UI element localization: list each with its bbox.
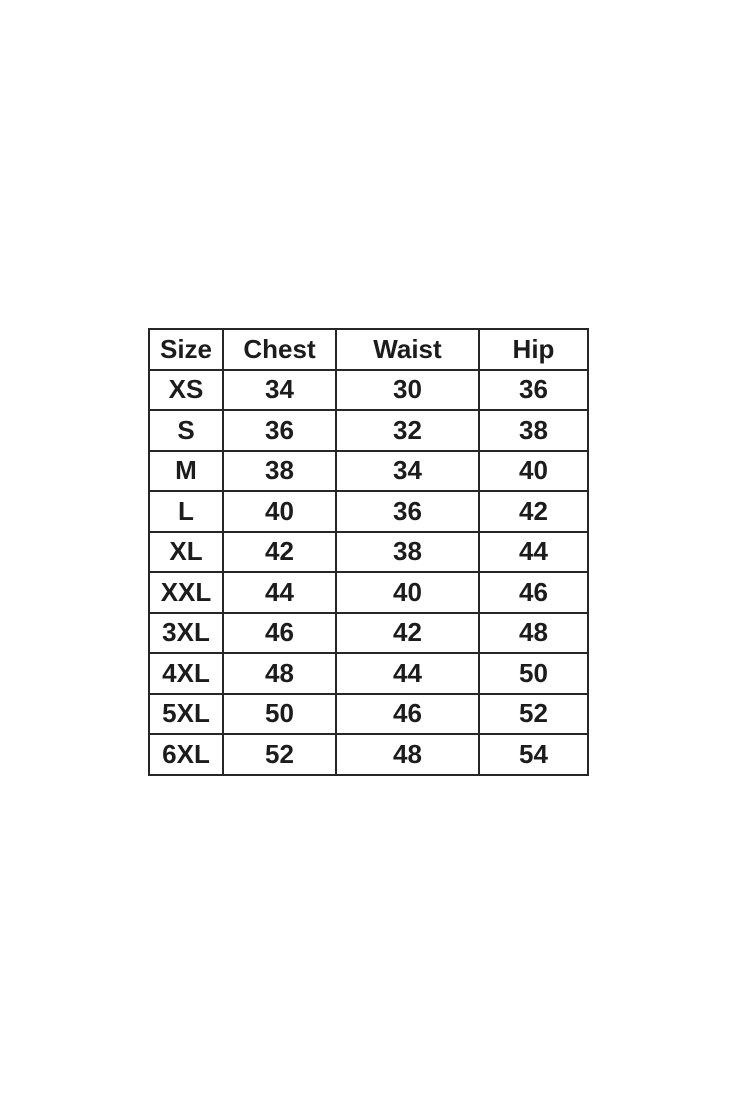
cell-chest: 46 xyxy=(222,611,337,654)
cell-chest: 44 xyxy=(222,571,337,614)
cell-size: 3XL xyxy=(148,611,224,654)
cell-hip: 40 xyxy=(478,449,589,492)
size-chart-table: Size Chest Waist Hip XS 34 30 36 S 36 32… xyxy=(148,328,589,776)
table-row: 3XL 46 42 48 xyxy=(148,611,589,654)
cell-hip: 52 xyxy=(478,692,589,735)
table-row: S 36 32 38 xyxy=(148,409,589,452)
header-cell-size: Size xyxy=(148,328,224,371)
cell-size: 6XL xyxy=(148,733,224,776)
table-row: L 40 36 42 xyxy=(148,490,589,533)
cell-waist: 42 xyxy=(335,611,480,654)
cell-waist: 40 xyxy=(335,571,480,614)
cell-hip: 50 xyxy=(478,652,589,695)
table-row: XXL 44 40 46 xyxy=(148,571,589,614)
table-row: XS 34 30 36 xyxy=(148,368,589,411)
cell-waist: 46 xyxy=(335,692,480,735)
cell-size: XL xyxy=(148,530,224,573)
cell-chest: 34 xyxy=(222,368,337,411)
cell-hip: 42 xyxy=(478,490,589,533)
cell-chest: 48 xyxy=(222,652,337,695)
table-row: XL 42 38 44 xyxy=(148,530,589,573)
table-row: 6XL 52 48 54 xyxy=(148,733,589,776)
header-cell-chest: Chest xyxy=(222,328,337,371)
table-row: 4XL 48 44 50 xyxy=(148,652,589,695)
cell-size: L xyxy=(148,490,224,533)
cell-size: XXL xyxy=(148,571,224,614)
cell-chest: 36 xyxy=(222,409,337,452)
cell-waist: 34 xyxy=(335,449,480,492)
table-row: M 38 34 40 xyxy=(148,449,589,492)
cell-size: 4XL xyxy=(148,652,224,695)
cell-hip: 36 xyxy=(478,368,589,411)
cell-waist: 30 xyxy=(335,368,480,411)
header-cell-hip: Hip xyxy=(478,328,589,371)
cell-waist: 32 xyxy=(335,409,480,452)
header-cell-waist: Waist xyxy=(335,328,480,371)
cell-hip: 48 xyxy=(478,611,589,654)
cell-waist: 38 xyxy=(335,530,480,573)
cell-hip: 44 xyxy=(478,530,589,573)
size-table-header-row: Size Chest Waist Hip xyxy=(148,328,589,371)
cell-chest: 50 xyxy=(222,692,337,735)
cell-waist: 48 xyxy=(335,733,480,776)
cell-hip: 38 xyxy=(478,409,589,452)
table-row: 5XL 50 46 52 xyxy=(148,692,589,735)
cell-chest: 42 xyxy=(222,530,337,573)
cell-hip: 54 xyxy=(478,733,589,776)
cell-size: XS xyxy=(148,368,224,411)
cell-waist: 36 xyxy=(335,490,480,533)
cell-chest: 52 xyxy=(222,733,337,776)
cell-size: 5XL xyxy=(148,692,224,735)
cell-waist: 44 xyxy=(335,652,480,695)
cell-hip: 46 xyxy=(478,571,589,614)
cell-size: M xyxy=(148,449,224,492)
cell-chest: 38 xyxy=(222,449,337,492)
cell-chest: 40 xyxy=(222,490,337,533)
cell-size: S xyxy=(148,409,224,452)
